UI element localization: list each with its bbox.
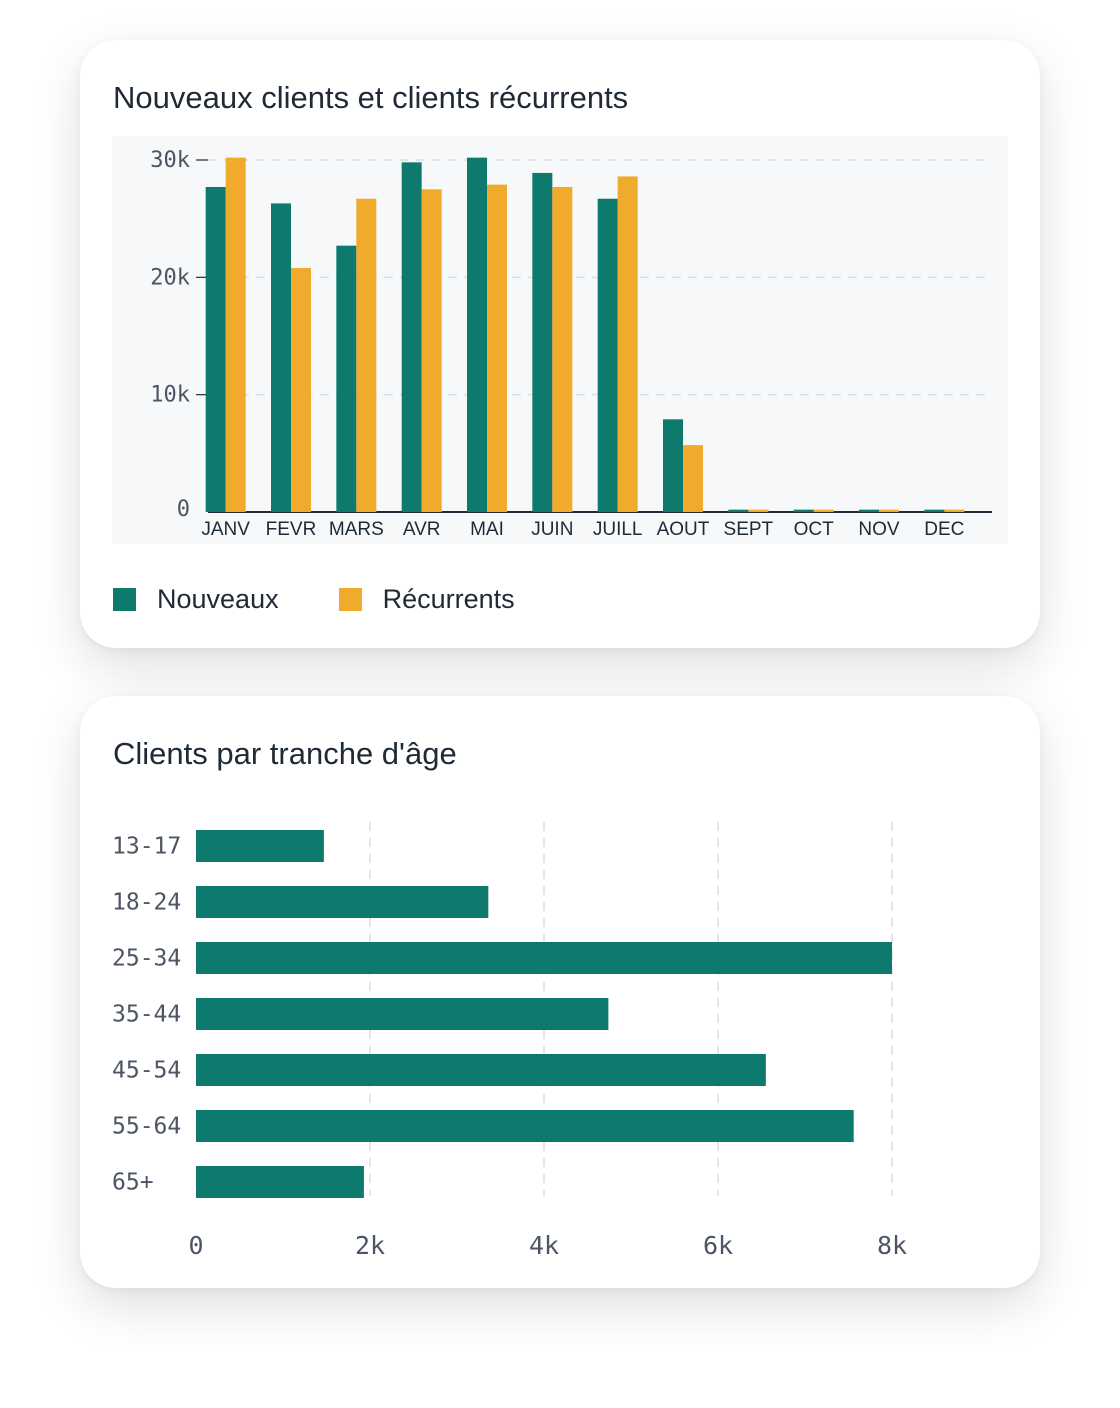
legend-item-recurrents: Récurrents [338,584,515,615]
age-bar [196,1110,854,1142]
bar-nouveaux [924,509,945,512]
bar-nouveaux [336,245,357,513]
x-tick-label: JANV [201,519,250,540]
x-tick-label: 6k [703,1231,733,1260]
bar-nouveaux [467,157,487,513]
x-tick-label: MARS [329,519,384,540]
bar-recurrents [356,198,377,512]
x-tick-label: OCT [794,519,835,540]
age-bar [196,942,892,974]
bar-nouveaux [205,186,226,512]
x-tick-label: 8k [877,1231,907,1260]
x-tick-label: JUIN [531,519,573,540]
bar-recurrents [225,157,246,513]
x-tick-label: FEVR [266,519,317,540]
x-tick-label: AOUT [657,519,710,540]
bar-nouveaux [859,509,879,512]
age-bar [196,998,609,1030]
bar-recurrents [683,445,703,512]
bar-recurrents [944,509,965,512]
bar-recurrents [617,176,638,512]
legend-item-nouveaux: Nouveaux [113,584,279,615]
bar-recurrents [748,509,769,512]
x-tick-label: MAI [470,519,504,540]
bar-nouveaux [663,419,683,512]
y-tick-label: 55-64 [112,1114,181,1140]
bar-recurrents [879,509,899,512]
x-tick-label: 0 [188,1231,203,1260]
legend-label-recurrents: Récurrents [382,584,515,614]
x-tick-label: SEPT [724,519,774,540]
age-range-bar-chart: 0 2k 4k 6k 8k 13-17 18-24 25-34 35-44 45-54 55-64 6… [112,822,907,1260]
bar-nouveaux [793,509,814,512]
bar-recurrents [552,186,573,512]
y-tick-label: 0 [177,497,190,522]
bar-nouveaux [597,198,618,512]
y-tick-label: 18-24 [112,890,181,916]
x-tick-label: DEC [924,519,964,540]
x-tick-label: JUILL [593,519,643,540]
monthly-clients-bar-chart: 0 10k 20k 30k JANV FEVR MARS AVR MAI JUIN JUILL AOU… [112,136,1008,544]
age-bar [196,1054,766,1086]
y-tick-label: 13-17 [112,834,181,860]
bar-nouveaux [271,203,291,512]
y-tick-label: 35-44 [112,1002,181,1028]
x-tick-label: 4k [529,1231,559,1260]
y-tick-label: 65+ [112,1170,154,1196]
age-bar [196,830,324,862]
y-tick-label: 30k [150,148,190,173]
bar-nouveaux [401,162,422,512]
chart-title: Clients par tranche d'âge [113,736,457,771]
new-vs-returning-card: Nouveaux clients et clients récurrents 0… [80,40,1040,648]
x-tick-label: AVR [403,519,441,540]
legend-label-nouveaux: Nouveaux [157,584,279,614]
x-tick-label: 2k [355,1231,385,1260]
bar-recurrents [421,189,442,513]
bar-recurrents [813,509,834,512]
age-range-card: Clients par tranche d'âge 0 2k 4k 6k 8k 13-17… [80,696,1040,1288]
legend-swatch-nouveaux [113,588,136,611]
age-bar [196,1166,364,1198]
y-tick-label: 25-34 [112,946,181,972]
y-tick-label: 20k [150,265,190,290]
bar-recurrents [291,267,311,512]
x-tick-label: NOV [858,519,900,540]
y-tick-label: 10k [150,383,190,408]
y-tick-label: 45-54 [112,1058,181,1084]
chart-title: Nouveaux clients et clients récurrents [113,80,629,115]
legend-swatch-recurrents [338,588,362,611]
bar-nouveaux [532,172,553,512]
chart-legend: Nouveaux Récurrents [113,584,575,615]
age-bar [196,886,489,918]
bar-nouveaux [728,509,749,512]
bar-recurrents [487,184,507,512]
